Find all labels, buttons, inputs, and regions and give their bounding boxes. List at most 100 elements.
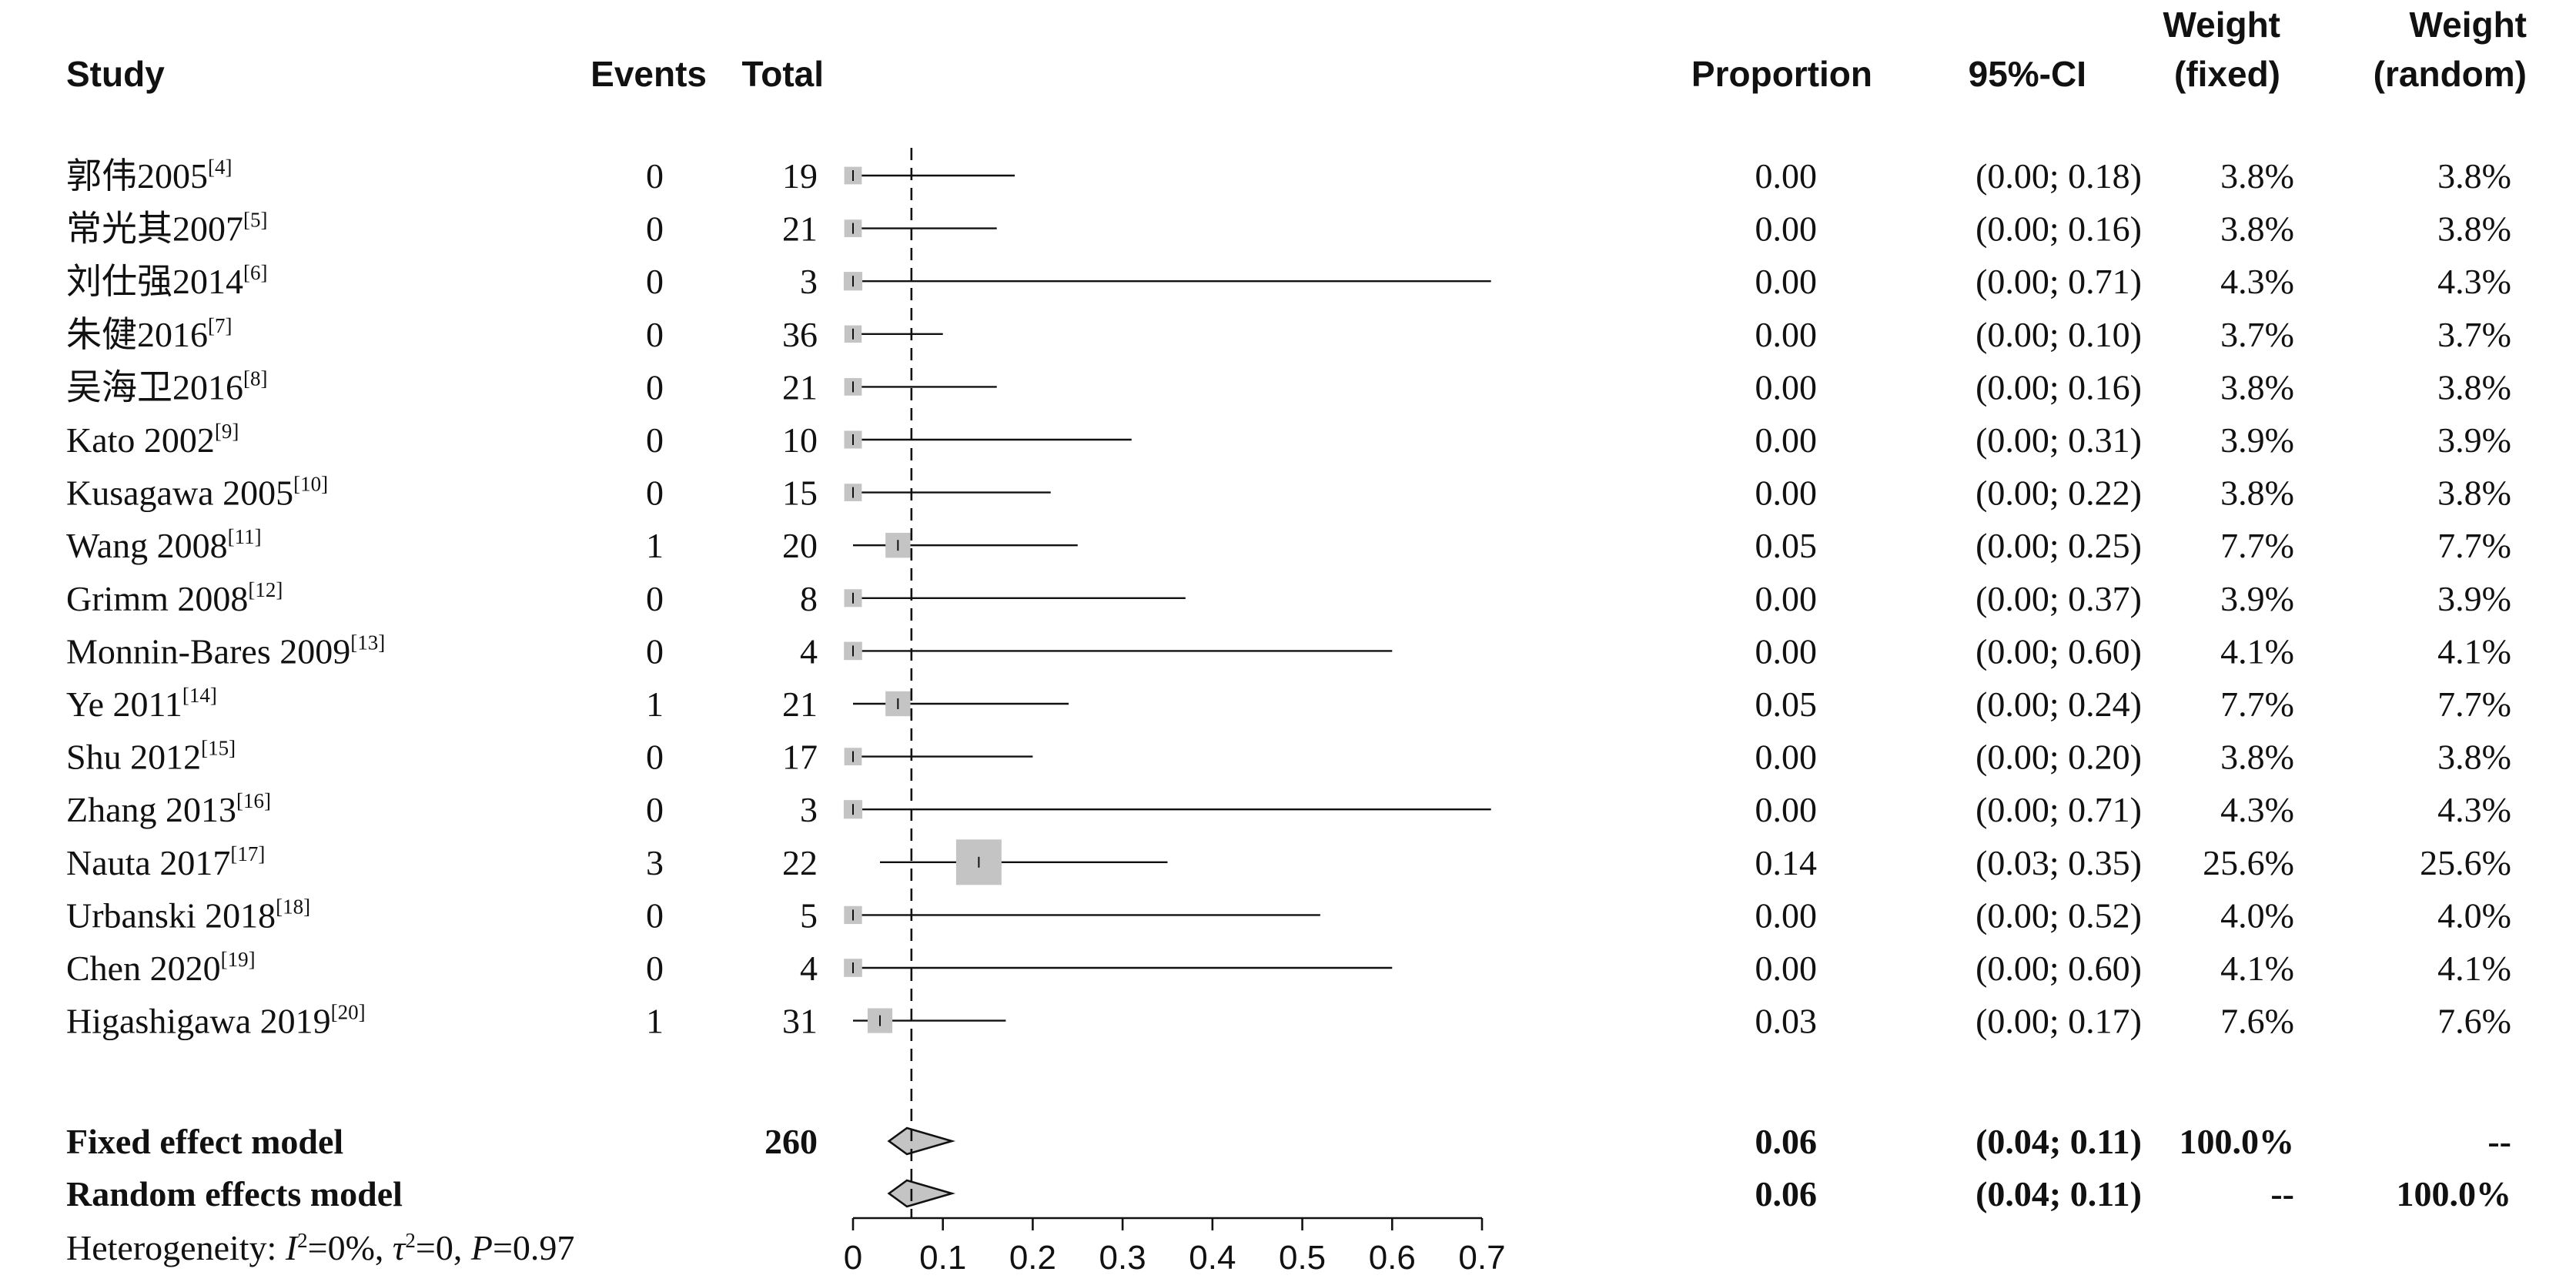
x-tick-label: 0.4 (1189, 1239, 1236, 1277)
study-weight-fixed: 3.8% (2220, 367, 2294, 407)
study-name: Chen 2020[19] (66, 948, 256, 988)
study-weight-random: 3.8% (2437, 367, 2511, 407)
study-weight-random: 25.6% (2420, 843, 2511, 882)
study-name-text: Shu 2012 (66, 738, 201, 777)
i2-superscript: 2 (297, 1229, 308, 1252)
study-reference: [15] (201, 737, 236, 760)
heterogeneity-p: =0.97 (493, 1228, 574, 1267)
study-name: Nauta 2017[17] (66, 842, 265, 882)
study-name: Grimm 2008[12] (66, 578, 283, 618)
study-name-text: Kusagawa 2005 (66, 474, 293, 513)
study-row: Higashigawa 2019[20] 1 31 0.03 (0.00; 0.17) 7… (66, 1001, 2511, 1041)
study-proportion: 0.03 (1755, 1002, 1818, 1041)
study-reference: [9] (215, 420, 239, 443)
study-name-text: Zhang 2013 (66, 790, 236, 829)
tau2-symbol: τ (393, 1228, 406, 1267)
study-name: 常光其2007[5] (66, 209, 267, 249)
study-name-text: 常光其2007 (66, 209, 243, 249)
study-row: Monnin-Bares 2009[13] 0 4 0.00 (0.00; 0.60) 4… (66, 631, 2511, 671)
study-total: 22 (782, 843, 818, 882)
study-rows: 郭伟2005[4] 0 19 0.00 (0.00; 0.18) 3.8% 3.8%常光其2… (66, 156, 2511, 1041)
study-row: Ye 2011[14] 1 21 0.05 (0.00; 0.24) 7.7% 7.7% (66, 684, 2511, 724)
study-name-text: 吴海卫2016 (66, 367, 243, 407)
study-total: 3 (800, 790, 818, 829)
study-row: 刘仕强2014[6] 0 3 0.00 (0.00; 0.71) 4.3% 4.3% (66, 261, 2511, 301)
study-events: 0 (646, 949, 664, 988)
study-events: 0 (646, 738, 664, 777)
study-ci: (0.00; 0.31) (1975, 420, 2142, 460)
study-name: Urbanski 2018[18] (66, 895, 310, 935)
study-ci: (0.00; 0.71) (1975, 262, 2142, 301)
study-events: 1 (646, 526, 664, 565)
study-reference: [10] (293, 473, 328, 496)
study-name-text: Urbanski 2018 (66, 895, 276, 935)
study-total: 10 (782, 420, 818, 460)
x-tick-label: 0.6 (1369, 1239, 1416, 1277)
study-row: Urbanski 2018[18] 0 5 0.00 (0.00; 0.52) 4.0% 4… (66, 895, 2511, 935)
study-row: Wang 2008[11] 1 20 0.05 (0.00; 0.25) 7.7% 7.7% (66, 525, 2511, 565)
heterogeneity-prefix: Heterogeneity: (66, 1228, 286, 1267)
study-events: 3 (646, 843, 664, 882)
study-reference: [14] (182, 684, 217, 707)
study-row: Zhang 2013[16] 0 3 0.00 (0.00; 0.71) 4.3% 4.3% (66, 789, 2511, 829)
study-proportion: 0.00 (1755, 262, 1818, 301)
study-row: 郭伟2005[4] 0 19 0.00 (0.00; 0.18) 3.8% 3.8% (66, 156, 2511, 196)
x-tick-label: 0.2 (1009, 1239, 1056, 1277)
x-tick-label: 0.7 (1458, 1239, 1505, 1277)
study-reference: [13] (350, 631, 385, 654)
study-name: Kusagawa 2005[10] (66, 473, 328, 513)
study-name: Zhang 2013[16] (66, 789, 271, 829)
study-events: 1 (646, 1002, 664, 1041)
study-name-text: Ye 2011 (66, 685, 182, 724)
study-name: Wang 2008[11] (66, 525, 262, 565)
study-events: 0 (646, 579, 664, 618)
header-ci: 95%-CI (1969, 54, 2086, 94)
study-weight-random: 3.8% (2437, 738, 2511, 777)
study-total: 20 (782, 526, 818, 565)
study-weight-fixed: 4.0% (2220, 895, 2294, 935)
column-headers: Study Events Total Proportion 95%-CI Wei… (66, 5, 2527, 94)
x-axis: 0 0.1 0.2 0.3 0.4 0.5 0.6 0.7 (844, 1217, 1506, 1277)
heterogeneity-label: Heterogeneity: I2=0%, τ2=0, P=0.97 (66, 1228, 574, 1267)
study-total: 21 (782, 367, 818, 407)
study-name: 郭伟2005[4] (66, 156, 232, 196)
study-weight-fixed: 3.8% (2220, 474, 2294, 513)
study-weight-random: 7.7% (2437, 526, 2511, 565)
study-weight-random: 3.8% (2437, 156, 2511, 196)
study-ci: (0.00; 0.52) (1975, 895, 2142, 935)
study-name-text: Kato 2002 (66, 420, 215, 460)
study-weight-random: 7.7% (2437, 685, 2511, 724)
study-total: 5 (800, 895, 818, 935)
study-weight-random: 3.7% (2437, 315, 2511, 354)
study-reference: [4] (208, 156, 232, 179)
study-events: 0 (646, 790, 664, 829)
study-row: Kusagawa 2005[10] 0 15 0.00 (0.00; 0.22) 3.8%… (66, 473, 2511, 513)
header-weight-fixed-line1: Weight (2163, 5, 2280, 45)
study-name-text: Nauta 2017 (66, 843, 230, 882)
study-weight-random: 4.1% (2437, 631, 2511, 671)
study-name-text: Monnin-Bares 2009 (66, 631, 350, 671)
summary-row: Fixed effect model 260 0.06 (0.04; 0.11) 100… (66, 1122, 2511, 1161)
summary-rows: Fixed effect model 260 0.06 (0.04; 0.11) 100… (66, 1122, 2511, 1213)
study-ci: (0.00; 0.22) (1975, 474, 2142, 513)
study-weight-fixed: 4.3% (2220, 790, 2294, 829)
study-proportion: 0.00 (1755, 579, 1818, 618)
study-name: Monnin-Bares 2009[13] (66, 631, 385, 671)
study-weight-fixed: 4.1% (2220, 949, 2294, 988)
study-total: 36 (782, 315, 818, 354)
study-proportion: 0.00 (1755, 367, 1818, 407)
study-total: 4 (800, 949, 818, 988)
study-proportion: 0.00 (1755, 420, 1818, 460)
study-ci: (0.00; 0.20) (1975, 738, 2142, 777)
summary-proportion: 0.06 (1755, 1174, 1818, 1213)
summary-name: Random effects model (66, 1174, 403, 1213)
summary-ci: (0.04; 0.11) (1975, 1122, 2142, 1161)
study-events: 0 (646, 631, 664, 671)
study-name-text: 朱健2016 (66, 315, 208, 354)
heterogeneity-tau2: =0, (416, 1228, 471, 1267)
study-events: 0 (646, 156, 664, 196)
summary-ci: (0.04; 0.11) (1975, 1174, 2142, 1213)
study-weight-random: 3.8% (2437, 474, 2511, 513)
study-proportion: 0.00 (1755, 209, 1818, 249)
study-weight-random: 3.9% (2437, 579, 2511, 618)
